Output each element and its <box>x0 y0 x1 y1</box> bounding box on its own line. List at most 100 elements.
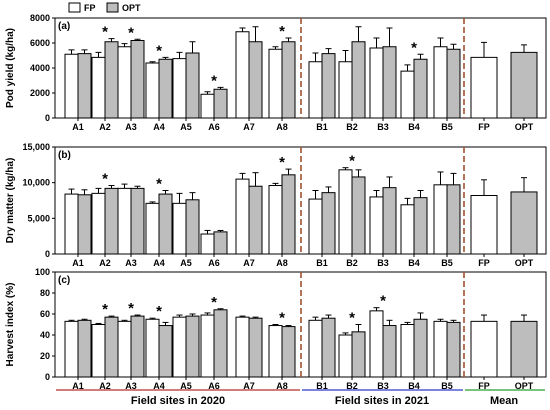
bar-opt-a2 <box>104 316 119 378</box>
bar-opt-b3 <box>382 187 397 255</box>
bar-opt-a5 <box>185 52 200 119</box>
bar-fp-a8 <box>268 48 283 119</box>
significance-star: * <box>156 303 162 320</box>
x-tick-label: A8 <box>276 381 288 391</box>
bar-fp-a2 <box>91 56 106 119</box>
significance-star: * <box>156 42 162 59</box>
y-tick-label: 10,000 <box>22 178 50 188</box>
x-tick-label: B5 <box>441 258 453 268</box>
x-tick-label: A4 <box>153 258 165 268</box>
bar-opt-b5 <box>446 321 461 378</box>
y-axis-label: Dry matter (kg/ha) <box>5 158 16 244</box>
x-tick-label: A8 <box>276 122 288 132</box>
x-tick-label: FP <box>478 381 490 391</box>
panel-label: (b) <box>58 150 71 161</box>
bar-opt-a3 <box>130 315 145 378</box>
x-tick-label: B4 <box>408 258 420 268</box>
x-tick-label: A6 <box>208 381 220 391</box>
panel-label: (a) <box>58 21 70 32</box>
x-tick-label: OPT <box>515 381 534 391</box>
bar-opt-a7 <box>248 317 263 378</box>
y-tick-label: 0 <box>45 372 50 382</box>
x-tick-label: B4 <box>408 381 420 391</box>
bar-fp-b2 <box>338 61 353 119</box>
significance-star: * <box>279 23 285 40</box>
x-tick-label: A5 <box>180 122 192 132</box>
x-tick-label: B2 <box>346 381 358 391</box>
bar-fp-b1 <box>308 198 323 255</box>
bar-fp-b3 <box>369 196 384 255</box>
legend: FP OPT <box>68 2 141 13</box>
x-tick-label: A7 <box>243 381 255 391</box>
bar-opt-a6 <box>213 88 228 119</box>
group-label-2021: Field sites in 2021 <box>335 395 429 407</box>
bar-opt-a3 <box>130 40 145 119</box>
x-tick-label: A4 <box>153 122 165 132</box>
bar-opt-b3 <box>382 46 397 119</box>
bar-fp-a5 <box>172 202 187 255</box>
significance-star: * <box>380 293 386 310</box>
significance-star: * <box>349 310 355 327</box>
bar-opt-a4 <box>158 58 173 119</box>
x-tick-label: B1 <box>316 122 328 132</box>
y-tick-label: 2000 <box>30 88 50 98</box>
bar-opt-b1 <box>321 192 336 255</box>
x-tick-label: OPT <box>515 258 534 268</box>
bar-mean-fp <box>470 320 498 378</box>
bar-fp-a3 <box>117 320 132 378</box>
panel-label: (c) <box>58 275 70 286</box>
bar-opt-b1 <box>321 317 336 378</box>
group-label-mean: Mean <box>490 395 518 407</box>
bar-opt-a6 <box>213 231 228 255</box>
y-tick-label: 8000 <box>30 13 50 23</box>
bar-opt-a2 <box>104 187 119 255</box>
x-tick-label: B5 <box>441 122 453 132</box>
bar-mean-opt <box>510 320 538 378</box>
x-tick-label: A4 <box>153 381 165 391</box>
y-axis-label: Pod yield (kg/ha) <box>5 28 16 108</box>
legend-swatch-fp <box>68 2 81 13</box>
x-tick-label: A6 <box>208 122 220 132</box>
bar-opt-b4 <box>413 197 428 255</box>
bar-fp-a4 <box>145 62 160 119</box>
bar-opt-a5 <box>185 199 200 255</box>
panel-a: 0 2000 4000 6000 8000 Pod yield (kg/ha) (a) A1 *… <box>5 13 547 132</box>
bar-fp-b1 <box>308 61 323 119</box>
significance-star: * <box>102 24 108 41</box>
bar-opt-b5 <box>446 48 461 119</box>
bar-opt-a1 <box>77 53 92 119</box>
x-tick-label: A2 <box>99 122 111 132</box>
x-tick-label: B2 <box>346 122 358 132</box>
bar-fp-a8 <box>268 325 283 378</box>
bar-opt-a8 <box>281 174 296 255</box>
bar-opt-a3 <box>130 187 145 255</box>
significance-star: * <box>128 300 134 317</box>
bar-fp-a3 <box>117 46 132 119</box>
x-tick-label: A6 <box>208 258 220 268</box>
significance-star: * <box>102 171 108 188</box>
x-tick-label: FP <box>478 258 490 268</box>
x-tick-label: FP <box>478 122 490 132</box>
bar-opt-b1 <box>321 53 336 119</box>
bar-fp-b5 <box>433 46 448 119</box>
x-tick-label: B5 <box>441 381 453 391</box>
x-tick-label: A3 <box>125 258 137 268</box>
bar-fp-b3 <box>369 310 384 378</box>
x-tick-label: B1 <box>316 258 328 268</box>
bar-fp-a2 <box>91 324 106 378</box>
bar-fp-b2 <box>338 334 353 378</box>
bar-fp-a1 <box>64 53 79 119</box>
bar-fp-b4 <box>400 204 415 255</box>
x-tick-label: A8 <box>276 258 288 268</box>
significance-star: * <box>102 301 108 318</box>
bar-fp-a7 <box>235 31 250 119</box>
bar-opt-a4 <box>158 193 173 255</box>
significance-star: * <box>211 72 217 89</box>
bar-fp-b5 <box>433 184 448 255</box>
x-tick-label: A1 <box>72 381 84 391</box>
bar-fp-a3 <box>117 187 132 255</box>
bar-fp-a7 <box>235 178 250 255</box>
x-tick-label: B3 <box>377 122 389 132</box>
y-tick-label: 60 <box>40 309 50 319</box>
x-tick-label: B3 <box>377 258 389 268</box>
